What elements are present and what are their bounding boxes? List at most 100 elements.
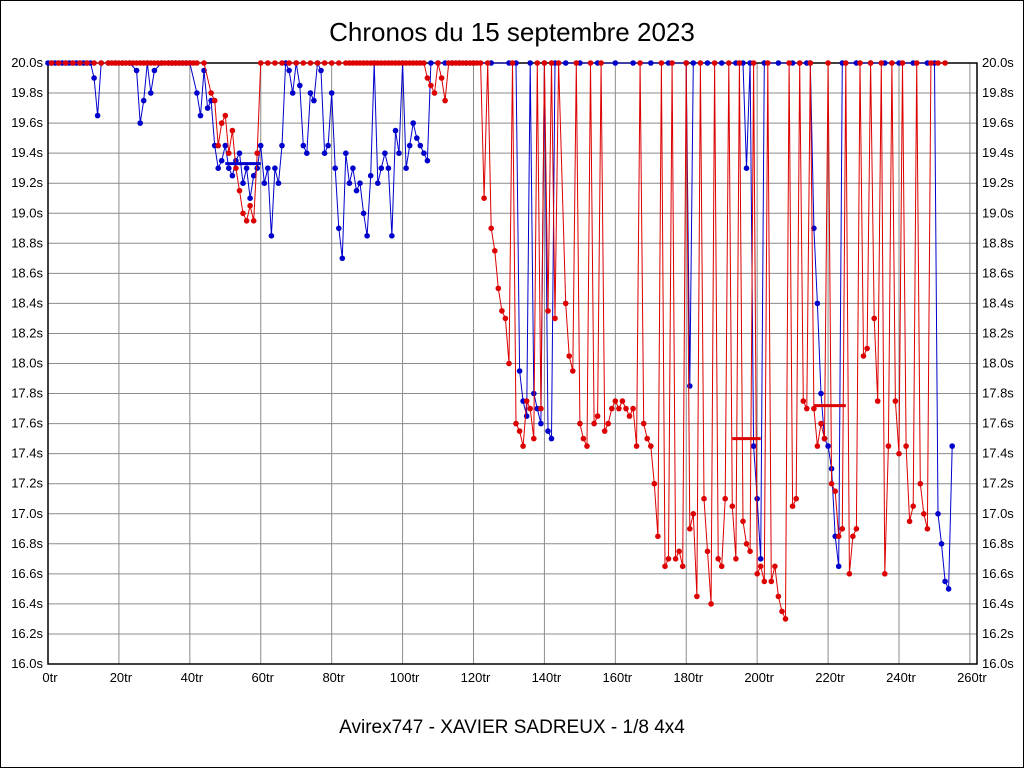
data-point-serie-rouge	[782, 616, 789, 622]
data-point-serie-bleue	[935, 511, 941, 517]
data-point-serie-bleue	[286, 67, 292, 74]
data-point-serie-rouge	[254, 150, 260, 156]
y-tick-label-right: 18.8s	[982, 235, 1014, 250]
data-point-serie-bleue	[328, 90, 335, 96]
y-tick-label-right: 20.0s	[982, 55, 1014, 70]
y-tick-label-right: 18.2s	[982, 325, 1014, 340]
data-point-serie-rouge	[807, 60, 814, 66]
data-point-serie-rouge	[832, 488, 838, 495]
data-point-serie-rouge	[226, 150, 232, 156]
data-point-serie-rouge	[594, 413, 601, 419]
data-point-serie-rouge	[321, 60, 328, 66]
data-point-serie-rouge	[687, 526, 693, 532]
x-tick-label: 260tr	[957, 670, 987, 685]
data-point-serie-rouge	[265, 60, 271, 66]
data-point-serie-rouge	[846, 571, 853, 577]
x-tick-label: 200tr	[744, 670, 774, 685]
data-point-serie-rouge	[421, 60, 427, 66]
data-point-serie-bleue	[743, 165, 750, 171]
y-tick-label-right: 18.6s	[982, 265, 1014, 280]
data-point-serie-rouge	[545, 308, 551, 314]
y-tick-label-right: 19.6s	[982, 115, 1014, 130]
data-point-serie-rouge	[648, 443, 654, 449]
data-point-serie-rouge	[509, 60, 516, 66]
data-point-serie-rouge	[874, 398, 881, 404]
data-point-serie-rouge	[843, 60, 849, 66]
data-point-serie-rouge	[743, 541, 750, 547]
data-point-serie-rouge	[761, 578, 768, 585]
data-point-serie-rouge	[562, 300, 569, 307]
data-point-serie-bleue	[91, 75, 97, 81]
data-point-serie-rouge	[711, 60, 718, 66]
data-point-serie-rouge	[726, 60, 732, 66]
data-point-serie-rouge	[520, 443, 526, 449]
data-point-serie-rouge	[882, 571, 888, 577]
data-point-serie-bleue	[367, 172, 374, 179]
y-tick-label-left: 19.8s	[11, 85, 43, 100]
data-point-serie-rouge	[247, 202, 253, 209]
data-point-serie-bleue	[775, 60, 782, 66]
data-point-serie-rouge	[828, 480, 835, 487]
data-point-serie-rouge	[98, 60, 104, 66]
data-point-serie-rouge	[800, 398, 807, 404]
y-tick-label-left: 19.2s	[11, 175, 43, 190]
data-point-serie-rouge	[924, 526, 931, 532]
data-point-serie-bleue	[382, 150, 388, 156]
data-point-serie-bleue	[300, 142, 307, 149]
data-point-serie-rouge	[814, 443, 821, 449]
data-point-serie-rouge	[506, 360, 512, 367]
data-point-serie-rouge	[424, 75, 431, 81]
data-point-serie-rouge	[658, 60, 665, 66]
data-point-serie-bleue	[194, 90, 200, 96]
data-point-serie-bleue	[339, 255, 346, 262]
data-point-serie-rouge	[286, 60, 292, 66]
chart-title: Chronos du 15 septembre 2023	[329, 17, 695, 47]
data-point-serie-bleue	[938, 541, 945, 547]
data-point-serie-rouge	[250, 218, 257, 224]
data-point-serie-bleue	[630, 60, 636, 66]
data-point-serie-rouge	[211, 97, 218, 104]
data-point-serie-bleue	[417, 142, 424, 149]
data-point-serie-rouge	[215, 142, 221, 149]
data-point-serie-rouge	[903, 443, 909, 449]
data-point-serie-rouge	[655, 533, 661, 540]
data-point-serie-rouge	[431, 90, 438, 96]
y-tick-label-left: 17.8s	[11, 386, 43, 401]
data-point-serie-rouge	[336, 60, 342, 66]
data-point-serie-bleue	[254, 165, 260, 171]
data-point-serie-bleue	[222, 142, 229, 149]
data-point-serie-bleue	[548, 435, 555, 442]
y-tick-label-right: 16.2s	[982, 626, 1014, 641]
data-point-serie-rouge	[796, 60, 803, 66]
data-point-serie-rouge	[928, 60, 934, 66]
data-point-serie-rouge	[240, 210, 246, 217]
data-point-serie-rouge	[555, 60, 562, 66]
data-point-serie-rouge	[644, 435, 650, 442]
data-point-serie-rouge	[871, 315, 877, 322]
data-point-serie-rouge	[548, 60, 555, 66]
data-point-serie-rouge	[672, 556, 679, 562]
data-point-serie-bleue	[523, 413, 530, 419]
data-point-serie-rouge	[789, 503, 796, 510]
data-point-serie-bleue	[332, 165, 339, 171]
data-point-serie-rouge	[541, 60, 548, 66]
data-point-serie-rouge	[495, 285, 502, 292]
data-point-serie-rouge	[630, 405, 636, 412]
data-point-serie-rouge	[775, 593, 782, 600]
data-point-serie-rouge	[442, 97, 448, 104]
data-point-serie-bleue	[218, 157, 225, 164]
data-point-serie-bleue	[353, 187, 360, 194]
x-tick-label: 100tr	[390, 670, 420, 685]
y-tick-label-left: 16.2s	[11, 626, 43, 641]
data-point-serie-rouge	[605, 420, 611, 427]
y-tick-label-right: 19.8s	[982, 85, 1014, 100]
data-point-serie-rouge	[236, 187, 243, 194]
data-point-serie-rouge	[428, 82, 434, 89]
y-tick-label-right: 17.8s	[982, 386, 1014, 401]
chart-caption: Avirex747 - XAVIER SADREUX - 1/8 4x4	[339, 717, 685, 738]
data-point-serie-bleue	[289, 90, 296, 96]
data-point-serie-rouge	[222, 112, 229, 119]
data-point-serie-bleue	[215, 165, 221, 171]
data-point-serie-bleue	[945, 586, 952, 592]
data-point-serie-rouge	[651, 480, 658, 487]
